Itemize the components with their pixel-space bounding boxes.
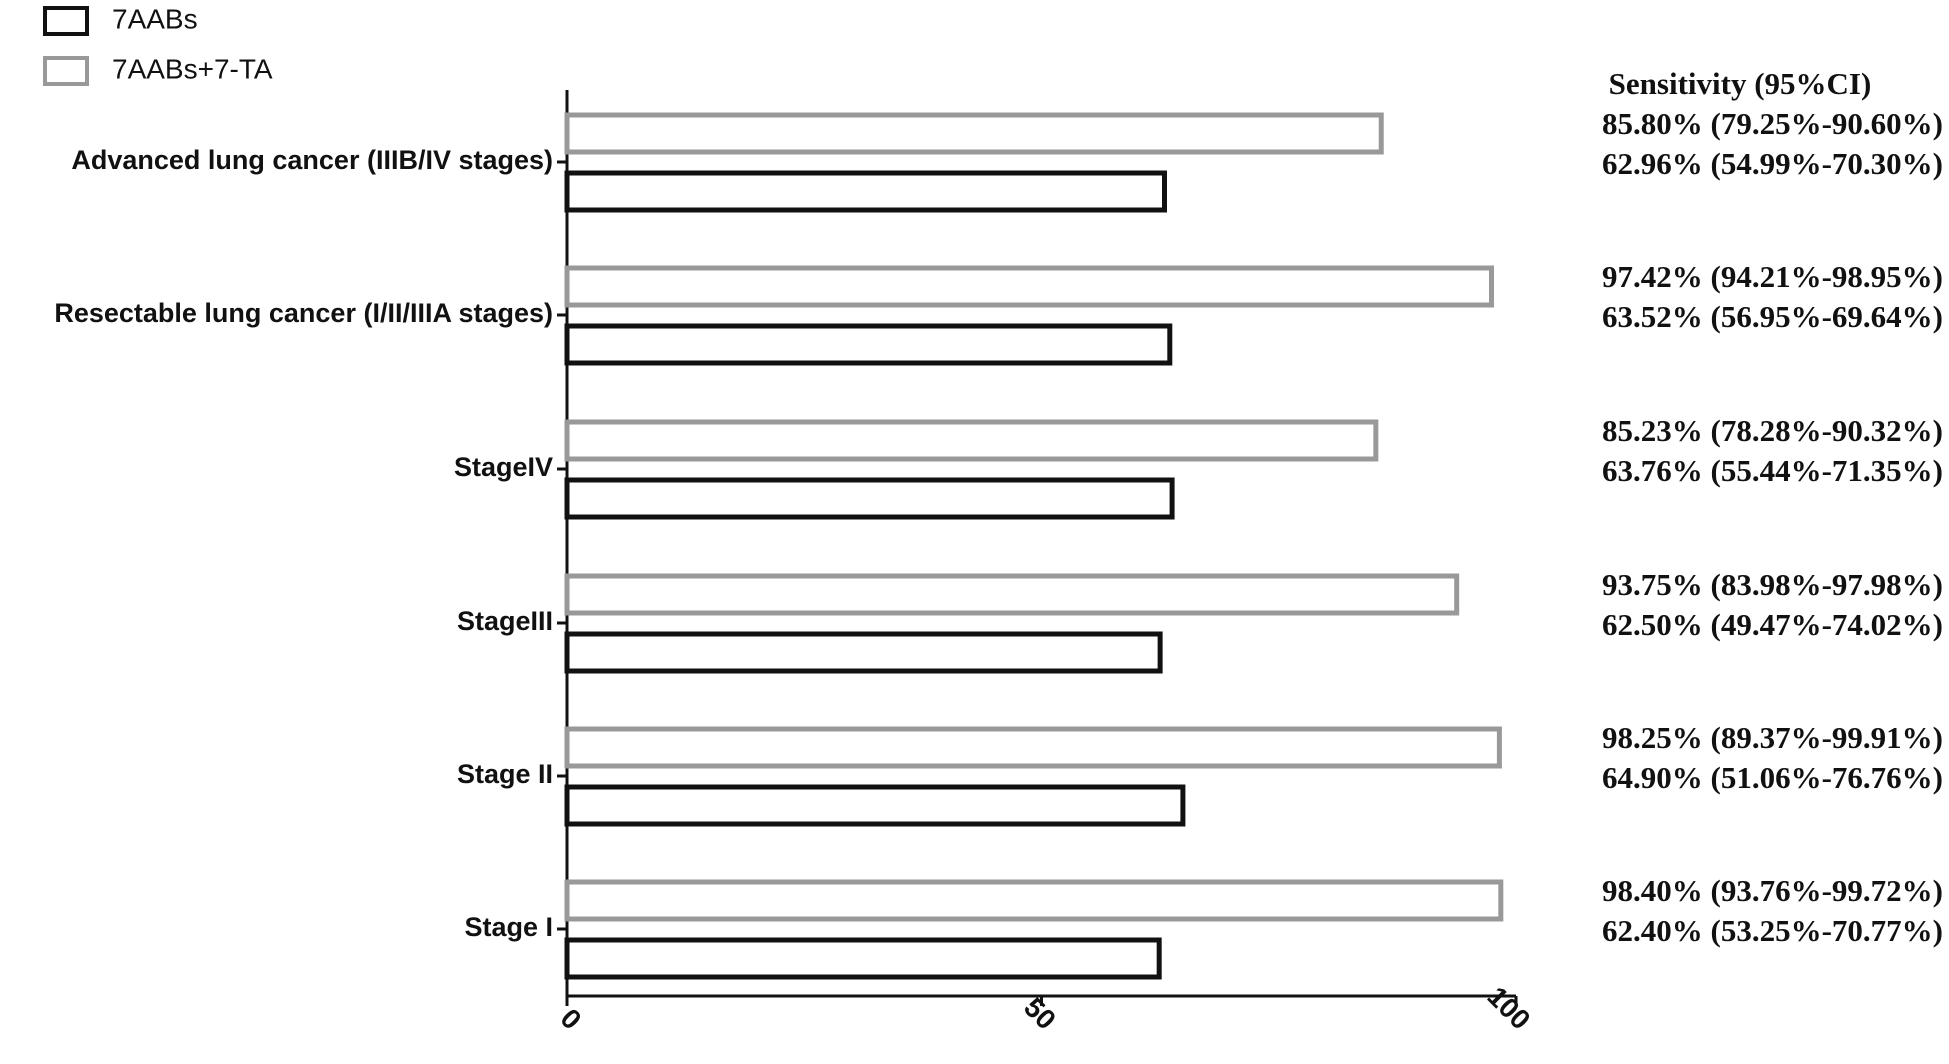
value-label: 62.40% (53.25%-70.77%) (1602, 913, 1943, 948)
value-label: 64.90% (51.06%-76.76%) (1602, 760, 1943, 795)
legend-label: 7AABs (112, 3, 198, 34)
legend-swatch (43, 6, 89, 36)
y-tick-label: StageIII (457, 606, 553, 636)
value-label: 85.80% (79.25%-90.60%) (1602, 106, 1943, 141)
bar (564, 937, 1162, 980)
value-label: 93.75% (83.98%-97.98%) (1602, 567, 1943, 602)
y-tick-label: Stage I (464, 912, 553, 942)
bar (564, 419, 1379, 462)
bar (564, 726, 1502, 769)
x-tick-label: 50 (1018, 992, 1062, 1036)
bar (564, 265, 1495, 308)
value-label: 63.52% (56.95%-69.64%) (1602, 299, 1943, 334)
y-tick-label: Advanced lung cancer (IIIB/IV stages) (71, 145, 553, 175)
legend-label: 7AABs+7-TA (112, 53, 273, 84)
bar (564, 112, 1384, 155)
value-label: 98.25% (89.37%-99.91%) (1602, 720, 1943, 755)
bar (564, 170, 1167, 213)
bar (564, 477, 1175, 520)
value-label: 63.76% (55.44%-71.35%) (1602, 453, 1943, 488)
x-tick-label: 0 (555, 1003, 588, 1036)
bar (564, 631, 1163, 674)
y-tick-label: Stage II (457, 759, 553, 789)
value-label: 98.40% (93.76%-99.72%) (1602, 873, 1943, 908)
legend-swatch (43, 56, 89, 86)
value-label: 97.42% (94.21%-98.95%) (1602, 259, 1943, 294)
y-tick-label: StageIV (454, 452, 553, 482)
bar (564, 784, 1186, 827)
annotation: Sensitivity (95%CI) (1609, 66, 1872, 101)
value-label: 85.23% (78.28%-90.32%) (1602, 413, 1943, 448)
bar (564, 879, 1504, 922)
value-label: 62.50% (49.47%-74.02%) (1602, 607, 1943, 642)
x-tick-label: 100 (1481, 981, 1536, 1036)
y-tick-label: Resectable lung cancer (I/II/IIIA stages… (54, 298, 553, 328)
bar (564, 323, 1173, 366)
value-label: 62.96% (54.99%-70.30%) (1602, 146, 1943, 181)
bar (564, 573, 1460, 616)
